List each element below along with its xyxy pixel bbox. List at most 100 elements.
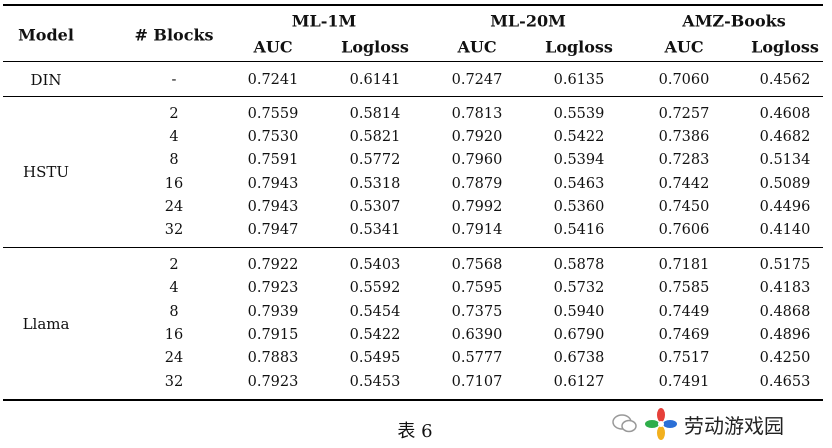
metric-value: 0.7442 <box>658 176 710 192</box>
metric-value: 0.7559 <box>247 106 299 122</box>
metric-value: 0.6738 <box>553 350 605 366</box>
metric-value: 0.6141 <box>349 72 401 88</box>
block-count: 32 <box>164 374 184 390</box>
header-metric: AUC <box>664 37 704 57</box>
metric-value: 0.7283 <box>658 152 710 168</box>
wechat-icon <box>612 414 637 433</box>
metric-value: 0.7375 <box>451 304 503 320</box>
metric-value: 0.7883 <box>247 350 299 366</box>
metric-value: 0.5772 <box>349 152 401 168</box>
block-count: 16 <box>164 327 184 343</box>
metric-value: 0.7923 <box>247 374 299 390</box>
block-count: 4 <box>169 129 179 145</box>
metric-value: 0.7939 <box>247 304 299 320</box>
metric-value: 0.7469 <box>658 327 710 343</box>
metric-value: 0.5360 <box>553 199 605 215</box>
header-metric: Logloss <box>545 37 613 57</box>
metric-value: 0.6390 <box>451 327 503 343</box>
header-group: ML-20M <box>490 11 566 31</box>
top-rule <box>3 4 823 6</box>
block-count: 2 <box>169 106 179 122</box>
metric-value: 0.7947 <box>247 222 299 238</box>
block-count: 32 <box>164 222 184 238</box>
metric-value: 0.7107 <box>451 374 503 390</box>
metric-value: 0.5878 <box>553 257 605 273</box>
header-group: ML-1M <box>291 11 357 31</box>
metric-value: 0.4140 <box>759 222 811 238</box>
block-count: 16 <box>164 176 184 192</box>
metric-value: 0.7920 <box>451 129 503 145</box>
metric-value: 0.7992 <box>451 199 503 215</box>
metric-value: 0.7568 <box>451 257 503 273</box>
header-metric: Logloss <box>751 37 819 57</box>
metric-value: 0.7530 <box>247 129 299 145</box>
metric-value: 0.7922 <box>247 257 299 273</box>
block-count: - <box>171 72 177 88</box>
hstu-rule <box>3 247 823 248</box>
metric-value: 0.7181 <box>658 257 710 273</box>
din-rule <box>3 96 823 97</box>
metric-value: 0.5592 <box>349 280 401 296</box>
metric-value: 0.7943 <box>247 199 299 215</box>
block-count: 2 <box>169 257 179 273</box>
metric-value: 0.5416 <box>553 222 605 238</box>
metric-value: 0.5403 <box>349 257 401 273</box>
metric-value: 0.4496 <box>759 199 811 215</box>
watermark: 劳动游戏园 <box>612 406 826 442</box>
metric-value: 0.7914 <box>451 222 503 238</box>
metric-value: 0.4653 <box>759 374 811 390</box>
model-name: DIN <box>30 71 62 89</box>
metric-value: 0.4682 <box>759 129 811 145</box>
header-metric: Logloss <box>341 37 409 57</box>
metric-value: 0.4183 <box>759 280 811 296</box>
header-metric: AUC <box>457 37 497 57</box>
metric-value: 0.6135 <box>553 72 605 88</box>
metric-value: 0.7915 <box>247 327 299 343</box>
metric-value: 0.7813 <box>451 106 503 122</box>
metric-value: 0.5732 <box>553 280 605 296</box>
metric-value: 0.4250 <box>759 350 811 366</box>
metric-value: 0.7386 <box>658 129 710 145</box>
metric-value: 0.5454 <box>349 304 401 320</box>
metric-value: 0.5394 <box>553 152 605 168</box>
metric-value: 0.7585 <box>658 280 710 296</box>
metric-value: 0.5463 <box>553 176 605 192</box>
metric-value: 0.7943 <box>247 176 299 192</box>
header-blocks: # Blocks <box>134 25 214 45</box>
metric-value: 0.5940 <box>553 304 605 320</box>
bottom-rule <box>3 399 823 401</box>
metric-value: 0.5821 <box>349 129 401 145</box>
metric-value: 0.4896 <box>759 327 811 343</box>
metric-value: 0.5318 <box>349 176 401 192</box>
metric-value: 0.7591 <box>247 152 299 168</box>
metric-value: 0.4868 <box>759 304 811 320</box>
block-count: 8 <box>169 304 179 320</box>
header-rule <box>3 61 823 62</box>
flower-logo-icon <box>645 408 677 440</box>
metric-value: 0.5307 <box>349 199 401 215</box>
metric-value: 0.5341 <box>349 222 401 238</box>
header-metric: AUC <box>253 37 293 57</box>
block-count: 24 <box>164 199 184 215</box>
metric-value: 0.7247 <box>451 72 503 88</box>
metric-value: 0.7595 <box>451 280 503 296</box>
metric-value: 0.4562 <box>759 72 811 88</box>
metric-value: 0.7450 <box>658 199 710 215</box>
block-count: 24 <box>164 350 184 366</box>
metric-value: 0.5539 <box>553 106 605 122</box>
model-name: HSTU <box>22 163 70 181</box>
metric-value: 0.7449 <box>658 304 710 320</box>
metric-value: 0.7879 <box>451 176 503 192</box>
metric-value: 0.6127 <box>553 374 605 390</box>
model-name: Llama <box>22 315 70 333</box>
metric-value: 0.7960 <box>451 152 503 168</box>
block-count: 4 <box>169 280 179 296</box>
metric-value: 0.5422 <box>349 327 401 343</box>
header-group: AMZ-Books <box>682 11 786 31</box>
metric-value: 0.7606 <box>658 222 710 238</box>
metric-value: 0.7491 <box>658 374 710 390</box>
metric-value: 0.7923 <box>247 280 299 296</box>
metric-value: 0.7257 <box>658 106 710 122</box>
metric-value: 0.5453 <box>349 374 401 390</box>
table-caption: 表 6 <box>397 421 433 442</box>
